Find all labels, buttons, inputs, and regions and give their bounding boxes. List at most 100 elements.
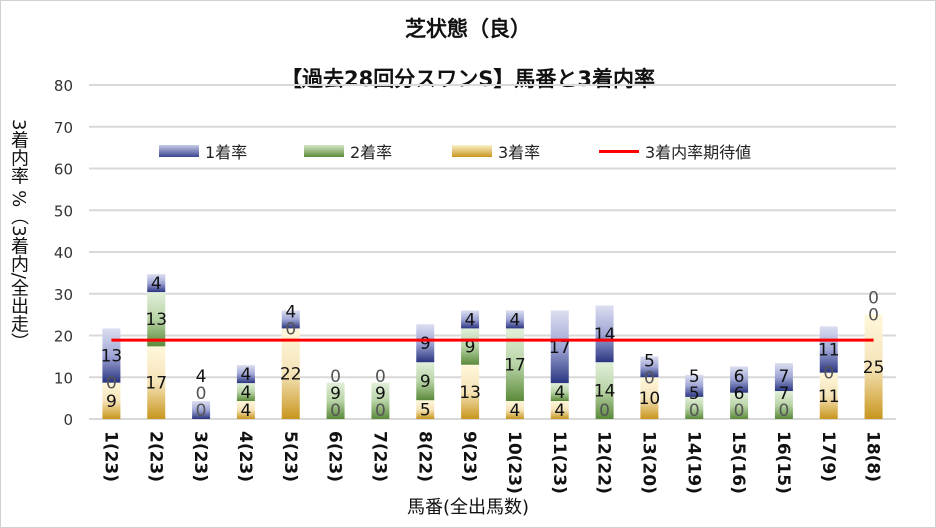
x-tick-label: 16(15) <box>773 431 793 494</box>
data-label: 9 <box>106 392 117 412</box>
bar-segment <box>461 310 480 329</box>
legend-label-2nd: 2着率 <box>350 143 393 162</box>
x-tick-label: 13(20) <box>638 431 658 494</box>
data-label: 13 <box>459 383 481 403</box>
bar-segment <box>505 310 524 329</box>
bar-segment <box>147 346 166 419</box>
data-label: 14 <box>594 325 616 345</box>
bar-segment <box>550 310 569 384</box>
bar-segment <box>640 356 659 378</box>
x-tick-label: 11(23) <box>549 431 569 494</box>
bar-segment <box>461 328 480 365</box>
x-tick-label: 4(23) <box>235 431 255 482</box>
data-label: 7 <box>779 367 790 387</box>
bar-segment <box>819 326 838 373</box>
data-label: 0 <box>106 374 117 394</box>
data-label: 4 <box>465 310 476 330</box>
bar-segment <box>550 401 569 419</box>
x-tick-label: 15(16) <box>728 431 748 494</box>
data-label: 0 <box>779 401 790 421</box>
data-label: 4 <box>151 274 162 294</box>
data-label: 9 <box>375 384 386 404</box>
data-label: 17 <box>504 356 526 376</box>
data-label: 25 <box>863 358 885 378</box>
bar-segment <box>326 382 345 419</box>
data-label: 14 <box>594 382 616 402</box>
bar-segment <box>774 363 793 392</box>
data-label: 0 <box>868 306 879 326</box>
bar-segment <box>819 372 838 419</box>
chart-subtitle: 【過去28回分スワンS】馬番と3着内率 <box>281 67 655 91</box>
data-label: 4 <box>241 383 252 403</box>
bar-segment <box>685 396 704 419</box>
data-label: 9 <box>465 338 476 358</box>
bar-segment <box>102 328 121 383</box>
bar-segment <box>236 401 255 419</box>
legend-swatch-3rd <box>452 145 492 157</box>
data-label: 11 <box>818 387 840 407</box>
bar-segment <box>281 310 300 329</box>
bar-segment <box>595 362 614 419</box>
data-label: 6 <box>734 384 745 404</box>
x-tick-label: 3(23) <box>190 431 210 482</box>
x-tick-label: 17(9) <box>818 431 838 482</box>
bar-segment <box>640 377 659 419</box>
data-label: 0 <box>868 289 879 309</box>
y-tick-label: 30 <box>54 286 73 304</box>
data-label: 17 <box>145 374 167 394</box>
bar-segment <box>505 401 524 419</box>
y-tick-label: 60 <box>54 161 73 179</box>
x-tick-label: 9(23) <box>459 431 479 482</box>
y-tick-label: 80 <box>54 77 73 95</box>
y-axis-label: 3着内率 %（3着内/全出走） <box>8 119 29 351</box>
data-label: 6 <box>734 367 745 387</box>
data-label: 0 <box>330 367 341 387</box>
data-label: 4 <box>510 310 521 330</box>
data-label: 4 <box>285 302 296 322</box>
bar-segment <box>416 362 435 401</box>
data-label: 0 <box>375 367 386 387</box>
data-label: 4 <box>554 383 565 403</box>
x-tick-label: 12(22) <box>594 431 614 494</box>
bar-segment <box>416 400 435 419</box>
data-label: 5 <box>689 384 700 404</box>
bar-segment <box>461 364 480 419</box>
data-label: 11 <box>818 340 840 360</box>
bar-segment <box>371 382 390 419</box>
bar-segment <box>147 292 166 347</box>
data-label: 4 <box>196 367 207 387</box>
y-tick-label: 20 <box>54 328 73 346</box>
legend-swatch-1st <box>159 145 199 157</box>
x-tick-label: 14(19) <box>683 431 703 494</box>
x-tick-label: 1(23) <box>100 431 120 482</box>
data-label: 13 <box>145 310 167 330</box>
data-label: 0 <box>823 364 834 384</box>
legend-swatch-expected <box>599 149 639 153</box>
x-tick-label: 6(23) <box>325 431 345 482</box>
x-axis-label: 馬番(全出馬数) <box>406 497 530 518</box>
x-tick-label: 7(23) <box>369 431 389 482</box>
data-label: 0 <box>644 368 655 388</box>
bar-segment <box>774 391 793 419</box>
data-label: 22 <box>280 365 302 385</box>
legend-item-1st: 1着率 <box>159 139 247 163</box>
data-label: 7 <box>779 384 790 404</box>
data-label: 4 <box>241 365 252 385</box>
bar-segment <box>416 324 435 363</box>
data-label: 9 <box>420 372 431 392</box>
data-label: 13 <box>101 347 123 367</box>
bar-segment <box>102 382 121 419</box>
data-label: 5 <box>689 367 700 387</box>
bar-segment <box>730 392 749 419</box>
x-tick-label: 18(8) <box>863 431 883 482</box>
legend-item-expected: 3着内率期待値 <box>599 139 751 163</box>
data-label: 0 <box>196 384 207 404</box>
x-tick-label: 5(23) <box>280 431 300 482</box>
legend-label-expected: 3着内率期待値 <box>645 143 752 162</box>
bar-segment <box>236 365 255 384</box>
data-label: 0 <box>196 401 207 421</box>
legend-label-1st: 1着率 <box>205 143 248 162</box>
data-label: 0 <box>375 401 386 421</box>
